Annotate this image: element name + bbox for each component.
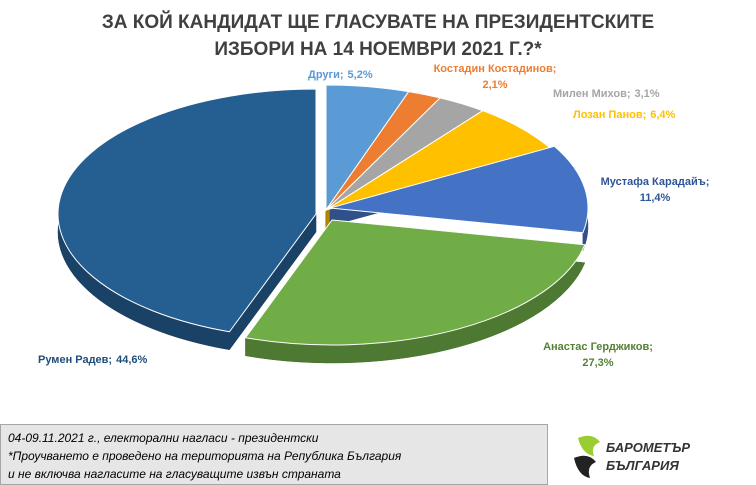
slice [57, 88, 317, 333]
logo-text: БАРОМЕТЪР [606, 440, 690, 455]
data-label: Румен Радев; 44,6% [38, 354, 148, 366]
slice [329, 145, 589, 234]
data-label: Анастас Герджиков; 27,3% [543, 341, 653, 369]
value-label: 2,1% [482, 79, 507, 91]
logo: БАРОМЕТЪР БЪЛГАРИЯ [574, 435, 690, 478]
value-label: 11,4% [640, 192, 671, 204]
category-label: Мустафа Карадайъ; [601, 176, 710, 188]
data-label: Милен Михов; 3,1% [553, 88, 660, 100]
value-label: 5,2% [348, 69, 373, 81]
category-label: Лозан Панов; [573, 109, 646, 121]
logo-shape [578, 435, 600, 456]
data-label: Мустафа Карадайъ; 11,4% [601, 176, 710, 204]
footnote: *Проучването е проведено на територията … [8, 449, 402, 463]
data-label: Костадин Костадинов; 2,1% [434, 63, 557, 91]
chart-title: ЗА КОЙ КАНДИДАТ ЩЕ ГЛАСУВАТЕ НА ПРЕЗИДЕН… [102, 11, 654, 33]
pie [57, 84, 589, 364]
category-label: Други; [308, 69, 344, 81]
footnote: 04-09.11.2021 г., електорални нагласи - … [8, 431, 319, 445]
category-label: Анастас Герджиков; [543, 341, 653, 353]
category-label: Румен Радев; [38, 354, 112, 366]
chart-title: ИЗБОРИ НА 14 НОЕМВРИ 2021 Г.?* [214, 39, 542, 60]
value-label: 44,6% [116, 354, 147, 366]
category-label: Костадин Костадинов; [434, 63, 557, 75]
slice [244, 219, 586, 346]
footnote-box [0, 424, 548, 485]
value-label: 3,1% [635, 88, 660, 100]
category-label: Милен Михов; [553, 88, 631, 100]
logo-shape [574, 455, 596, 478]
data-label: Други; 5,2% [308, 69, 373, 81]
value-label: 27,3% [582, 357, 613, 369]
labels: Други; 5,2% Костадин Костадинов; 2,1% Милен … [38, 63, 709, 369]
footnote: и не включва нагласите на гласуващите из… [8, 467, 341, 481]
data-label: Лозан Панов; 6,4% [573, 109, 676, 121]
logo-text: БЪЛГАРИЯ [606, 458, 679, 473]
value-label: 6,4% [650, 109, 675, 121]
